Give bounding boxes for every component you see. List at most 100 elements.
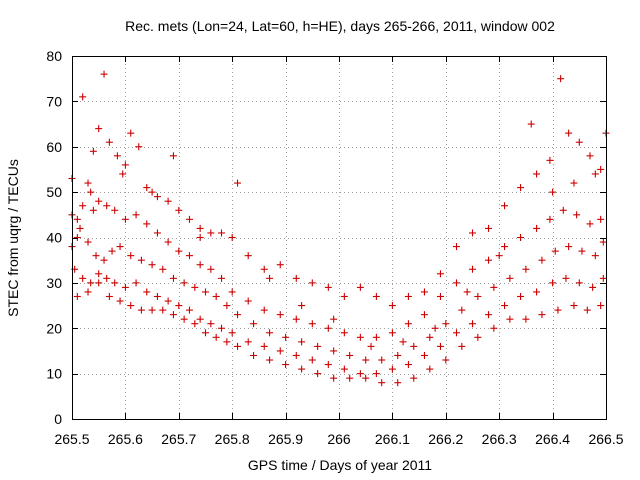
data-point — [324, 361, 332, 369]
data-point — [223, 338, 231, 346]
x-tick-label: 266.2 — [428, 431, 463, 447]
axis-ticks — [72, 56, 607, 420]
data-point — [135, 143, 143, 151]
data-point — [551, 247, 559, 255]
data-point — [260, 265, 268, 273]
data-point — [570, 179, 578, 187]
data-point — [143, 184, 151, 192]
data-point — [292, 315, 300, 323]
data-point — [490, 283, 498, 291]
data-point — [372, 370, 380, 378]
data-point — [442, 320, 450, 328]
data-point — [127, 302, 135, 310]
data-point — [137, 306, 145, 314]
data-point — [73, 215, 81, 223]
data-point — [100, 256, 108, 264]
y-tick-label: 0 — [54, 411, 62, 427]
data-point — [495, 252, 503, 260]
data-point — [474, 333, 482, 341]
data-point — [378, 356, 386, 364]
data-point — [148, 188, 156, 196]
data-point — [578, 247, 586, 255]
data-point — [191, 283, 199, 291]
x-tick-label: 266 — [327, 431, 351, 447]
data-point — [589, 283, 597, 291]
data-point — [346, 351, 354, 359]
data-point — [469, 320, 476, 328]
data-point — [308, 320, 316, 328]
data-point — [121, 215, 129, 223]
data-point — [522, 315, 530, 323]
data-point — [501, 202, 509, 210]
data-point — [506, 274, 514, 282]
data-point — [266, 356, 274, 364]
x-tick-label: 266.4 — [535, 431, 570, 447]
data-point — [538, 311, 546, 319]
data-point — [463, 288, 471, 296]
data-point — [517, 292, 525, 300]
data-point — [191, 320, 199, 328]
data-point — [79, 93, 87, 101]
data-point — [485, 256, 493, 264]
data-point — [549, 188, 557, 196]
data-point — [266, 274, 274, 282]
data-point — [185, 252, 193, 260]
data-point — [388, 365, 396, 373]
data-point — [330, 315, 338, 323]
y-tick-label: 80 — [46, 48, 62, 64]
data-point — [244, 252, 252, 260]
data-point — [485, 311, 493, 319]
data-point — [570, 302, 578, 310]
data-point — [105, 138, 113, 146]
data-point — [346, 374, 354, 382]
data-point — [105, 292, 113, 300]
data-point — [469, 265, 476, 273]
data-point — [244, 297, 252, 305]
data-point — [153, 292, 161, 300]
data-point — [95, 270, 103, 278]
data-point — [298, 365, 306, 373]
data-point — [597, 215, 605, 223]
data-point — [314, 370, 322, 378]
data-point — [218, 274, 226, 282]
data-point — [244, 338, 252, 346]
data-point — [575, 138, 583, 146]
data-point — [212, 292, 220, 300]
data-point — [153, 193, 161, 201]
data-point — [79, 202, 87, 210]
x-tick-label: 265.9 — [268, 431, 303, 447]
data-point — [490, 324, 498, 332]
data-point — [185, 215, 193, 223]
data-point — [180, 279, 188, 287]
x-tick-label: 266.3 — [482, 431, 517, 447]
data-point — [127, 129, 135, 137]
data-point — [330, 347, 338, 355]
data-point — [546, 156, 554, 164]
data-point — [164, 297, 172, 305]
data-point — [223, 302, 231, 310]
data-point — [452, 329, 460, 337]
data-point — [388, 329, 396, 337]
data-point — [517, 184, 525, 192]
grid-lines — [72, 56, 606, 419]
data-point — [410, 342, 418, 350]
data-point — [517, 234, 525, 241]
data-point — [298, 302, 306, 310]
data-point — [89, 147, 97, 155]
y-tick-labels: 0 10 20 30 40 50 60 70 80 — [46, 48, 62, 427]
data-point — [586, 152, 594, 160]
data-point — [234, 179, 242, 187]
data-point — [116, 297, 124, 305]
data-point — [420, 311, 428, 319]
data-point — [549, 279, 557, 287]
data-point — [169, 311, 177, 319]
data-point — [533, 288, 541, 296]
data-point — [458, 306, 466, 314]
data-point — [372, 292, 380, 300]
data-point — [132, 211, 140, 219]
data-point — [212, 333, 220, 341]
data-points — [68, 70, 610, 387]
data-point — [597, 302, 605, 310]
data-point — [506, 315, 514, 323]
